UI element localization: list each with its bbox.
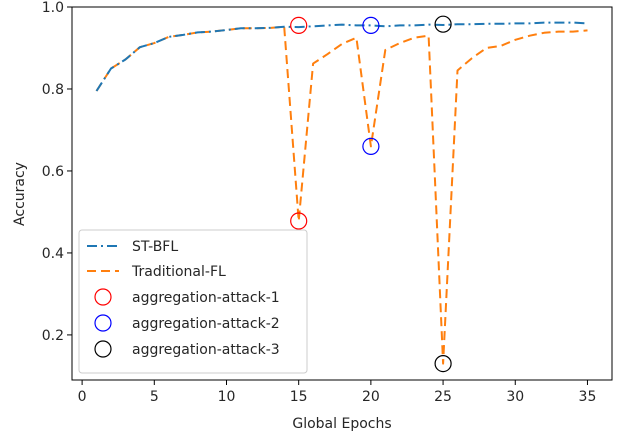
x-tick-label: 0 — [78, 389, 87, 405]
y-tick-label: 0.6 — [42, 164, 64, 180]
series-layer — [95, 21, 588, 365]
aggregation-attack-3-marker-1 — [434, 15, 452, 33]
legend-label-traditional-fl: Traditional-FL — [131, 264, 226, 280]
x-tick-label: 5 — [150, 389, 159, 405]
plot-frame — [71, 6, 613, 381]
x-tick-label: 25 — [434, 389, 452, 405]
x-tick-label: 35 — [579, 389, 597, 405]
legend-label-aggregation-attack-3: aggregation-attack-3 — [132, 342, 280, 358]
legend: ST-BFL Traditional-FL aggregation-attack-1… — [78, 229, 308, 374]
aggregation-attack-1-marker-2 — [290, 212, 308, 230]
y-axis-label: Accuracy — [12, 162, 28, 226]
x-tick-label: 30 — [506, 389, 524, 405]
x-tick-label: 10 — [218, 389, 236, 405]
legend-box — [78, 229, 308, 374]
y-tick-label: 0.4 — [42, 246, 64, 262]
aggregation-attack-2-marker-1 — [362, 16, 380, 34]
series-line-st-bfl — [95, 21, 588, 92]
x-axis-label: Global Epochs — [292, 416, 391, 432]
legend-label-st-bfl: ST-BFL — [132, 239, 178, 255]
legend-swatch-aggregation-attack-3 — [94, 340, 112, 358]
y-tick-label: 0.2 — [42, 328, 64, 344]
aggregation-attack-3-marker-2 — [434, 355, 452, 373]
x-tick-label: 15 — [290, 389, 308, 405]
aggregation-attack-1-marker-1 — [290, 16, 308, 34]
legend-swatch-aggregation-attack-2 — [94, 314, 112, 332]
y-axis: 0.2 0.4 0.6 0.8 1.0 — [42, 0, 72, 344]
y-tick-label: 1.0 — [42, 0, 64, 16]
aggregation-attack-2-marker-2 — [362, 137, 380, 155]
x-axis: 0 5 10 15 20 25 30 35 — [78, 380, 597, 405]
legend-swatch-aggregation-attack-1 — [94, 288, 112, 306]
marker-layer — [290, 15, 452, 373]
legend-label-aggregation-attack-2: aggregation-attack-2 — [132, 316, 280, 332]
y-tick-label: 0.8 — [42, 82, 64, 98]
x-tick-label: 20 — [362, 389, 380, 405]
legend-label-aggregation-attack-1: aggregation-attack-1 — [132, 290, 280, 306]
